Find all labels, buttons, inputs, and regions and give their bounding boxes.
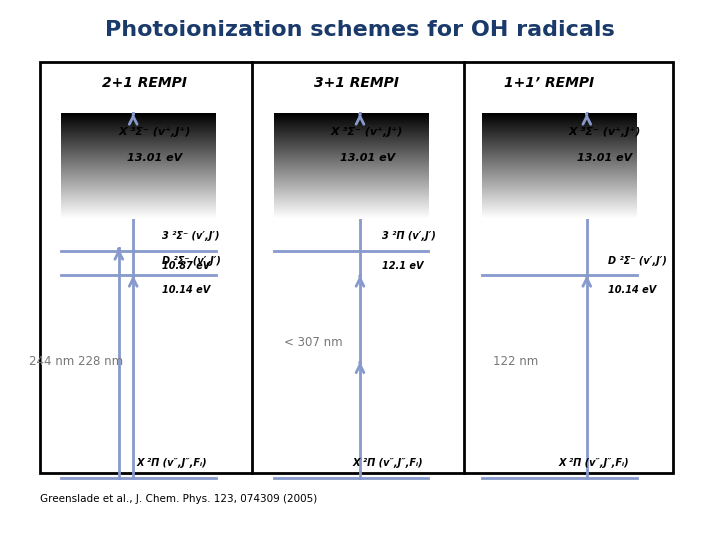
Text: 3 ²Π (v′,J′): 3 ²Π (v′,J′): [382, 231, 436, 241]
Text: 13.01 eV: 13.01 eV: [340, 153, 395, 163]
Text: Photoionization schemes for OH radicals: Photoionization schemes for OH radicals: [105, 19, 615, 40]
Text: X ²Π (v″,J″,Fᵢ): X ²Π (v″,J″,Fᵢ): [353, 458, 423, 468]
Text: D ²Σ⁻ (v′,J′): D ²Σ⁻ (v′,J′): [608, 255, 667, 266]
Text: 12.1 eV: 12.1 eV: [382, 261, 423, 271]
Text: < 307 nm: < 307 nm: [284, 336, 343, 349]
Text: 10.14 eV: 10.14 eV: [162, 285, 210, 295]
Text: 122 nm: 122 nm: [493, 355, 539, 368]
Text: 13.01 eV: 13.01 eV: [577, 153, 632, 163]
Text: X ²Π (v″,J″,Fᵢ): X ²Π (v″,J″,Fᵢ): [558, 458, 629, 468]
Text: 10.87 eV: 10.87 eV: [162, 261, 210, 271]
Text: X ³Σ⁻ (v⁺,J⁺): X ³Σ⁻ (v⁺,J⁺): [119, 127, 191, 137]
Bar: [40, 62, 673, 472]
Text: 13.01 eV: 13.01 eV: [127, 153, 182, 163]
Text: 3+1 REMPI: 3+1 REMPI: [314, 76, 399, 90]
Text: X ²Π (v″,J″,Fᵢ): X ²Π (v″,J″,Fᵢ): [137, 458, 207, 468]
Text: 10.14 eV: 10.14 eV: [608, 285, 657, 295]
Text: X ³Σ⁻ (v⁺,J⁺): X ³Σ⁻ (v⁺,J⁺): [331, 127, 403, 137]
Text: 244 nm 228 nm: 244 nm 228 nm: [29, 355, 123, 368]
Text: 2+1 REMPI: 2+1 REMPI: [102, 76, 186, 90]
Text: D ²Σ⁻ (v′,J′): D ²Σ⁻ (v′,J′): [162, 255, 221, 266]
Text: 3 ²Σ⁻ (v′,J′): 3 ²Σ⁻ (v′,J′): [162, 231, 220, 241]
Text: X ³Σ⁻ (v⁺,J⁺): X ³Σ⁻ (v⁺,J⁺): [569, 127, 641, 137]
Text: Greenslade et al., J. Chem. Phys. 123, 074309 (2005): Greenslade et al., J. Chem. Phys. 123, 0…: [40, 495, 317, 504]
Text: 1+1’ REMPI: 1+1’ REMPI: [503, 76, 594, 90]
